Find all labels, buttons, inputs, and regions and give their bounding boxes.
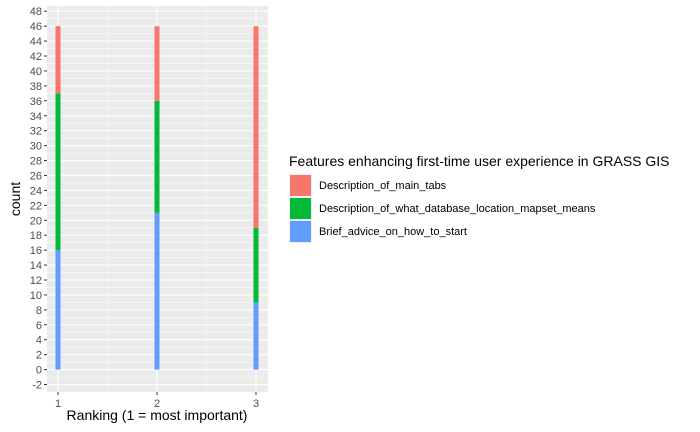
x-axis: 1 2 3 <box>55 392 259 410</box>
y-tick-label: 20 <box>30 215 42 227</box>
bar-segment <box>253 227 259 303</box>
bars <box>55 26 259 370</box>
legend-title: Features enhancing first-time user exper… <box>289 153 670 169</box>
legend-label: Description_of_what_database_location_ma… <box>319 203 596 215</box>
x-tick-label: 3 <box>253 398 259 410</box>
y-tick-label: 8 <box>36 305 42 317</box>
y-tick-label: 38 <box>30 81 42 93</box>
y-tick-label: 6 <box>36 320 42 332</box>
y-tick-label: 26 <box>30 170 42 182</box>
y-tick-label: 24 <box>30 185 42 197</box>
bar-segment <box>55 26 61 94</box>
bar-segment <box>154 212 160 370</box>
y-axis: -202468101214161820222426283032343638404… <box>30 6 47 392</box>
bar-segment <box>253 302 259 370</box>
legend-label: Brief_advice_on_how_to_start <box>319 226 467 238</box>
legend-label: Description_of_main_tabs <box>319 180 447 192</box>
x-tick-label: 2 <box>154 398 160 410</box>
bar-segment <box>55 250 61 370</box>
y-tick-label: 16 <box>30 245 42 257</box>
y-tick-label: 4 <box>36 335 42 347</box>
bar-segment <box>253 26 259 228</box>
y-tick-label: 28 <box>30 156 42 168</box>
legend-key <box>290 175 311 196</box>
y-tick-label: 0 <box>36 365 42 377</box>
y-tick-label: 48 <box>30 6 42 18</box>
y-tick-label: 42 <box>30 51 42 63</box>
bar-segment <box>154 26 160 101</box>
legend-key <box>290 198 311 219</box>
y-tick-label: 46 <box>30 21 42 33</box>
y-tick-label: 36 <box>30 96 42 108</box>
legend: Description_of_main_tabs Description_of_w… <box>289 174 596 243</box>
y-tick-label: 22 <box>30 200 42 212</box>
y-tick-label: -2 <box>32 380 42 392</box>
y-tick-label: 32 <box>30 126 42 138</box>
y-tick-label: 40 <box>30 66 42 78</box>
legend-key <box>290 221 311 242</box>
y-tick-label: 12 <box>30 275 42 287</box>
x-axis-title: Ranking (1 = most important) <box>67 407 248 423</box>
y-tick-label: 30 <box>30 141 42 153</box>
y-axis-title: count <box>7 182 23 216</box>
y-tick-label: 14 <box>30 260 42 272</box>
y-tick-label: 18 <box>30 230 42 242</box>
bar-segment <box>55 93 61 251</box>
y-tick-label: 2 <box>36 350 42 362</box>
x-tick-label: 1 <box>55 398 61 410</box>
y-tick-label: 44 <box>30 36 42 48</box>
bar-segment <box>154 100 160 213</box>
y-tick-label: 34 <box>30 111 42 123</box>
y-tick-label: 10 <box>30 290 42 302</box>
